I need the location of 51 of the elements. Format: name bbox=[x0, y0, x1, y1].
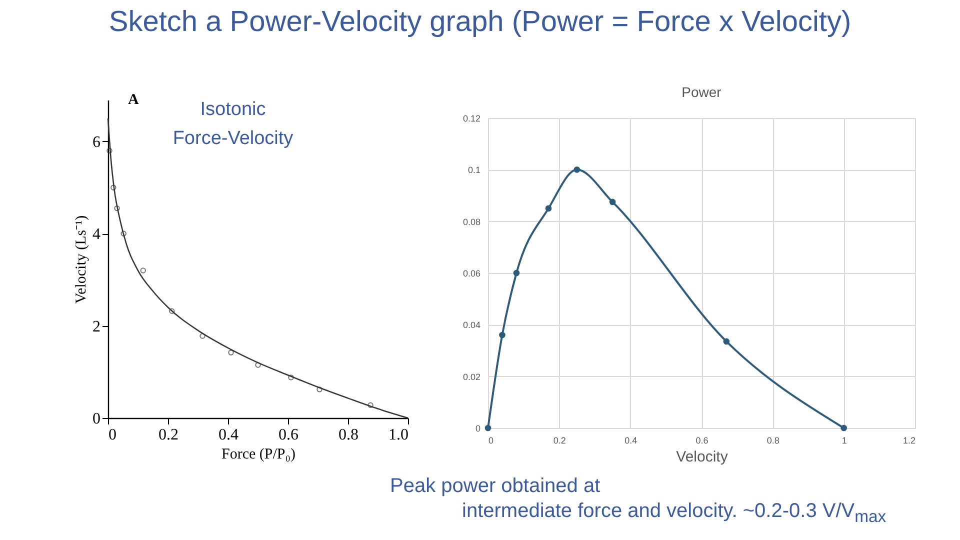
point bbox=[114, 205, 120, 212]
x-tick-label: 1 bbox=[842, 436, 847, 446]
x-tick-label: 0.2 bbox=[158, 426, 178, 444]
text: Peak power obtained at intermediate force and velocity. ~0.2-0.3 V/V$_{max}$ bbox=[390, 474, 886, 528]
y-tick-label: 0 bbox=[92, 410, 100, 428]
point bbox=[545, 205, 552, 212]
point bbox=[484, 424, 492, 432]
point bbox=[499, 332, 506, 338]
x-tick-label: 0.4 bbox=[624, 436, 638, 446]
x-tick-label: 0 bbox=[108, 426, 116, 444]
y-tick-label: 0.08 bbox=[462, 216, 480, 227]
annotation: Isotonic Force-Velocity bbox=[172, 99, 294, 149]
chart-title: Power bbox=[682, 84, 722, 100]
y-tick-label: 0.04 bbox=[462, 320, 480, 330]
point bbox=[513, 270, 520, 276]
point bbox=[609, 198, 616, 206]
point bbox=[120, 230, 126, 236]
point bbox=[368, 402, 374, 408]
annotation: A bbox=[128, 92, 139, 108]
x-tick-label: 0.2 bbox=[553, 436, 566, 446]
y-tick-label: 6 bbox=[92, 134, 100, 151]
x-axis-title: Velocity bbox=[676, 448, 728, 466]
x-tick-label: 0.6 bbox=[278, 426, 298, 444]
x-tick-label: 0 bbox=[488, 436, 494, 446]
point bbox=[140, 268, 146, 274]
point bbox=[723, 338, 730, 345]
point bbox=[288, 374, 294, 380]
x-tick-label: 0.6 bbox=[696, 436, 708, 446]
x-tick-label: 1.2 bbox=[902, 436, 916, 446]
y-tick-label: 4 bbox=[92, 226, 100, 244]
x-tick-label: 0.8 bbox=[766, 436, 780, 446]
x-tick-label: 1.0 bbox=[388, 426, 408, 444]
point bbox=[169, 308, 175, 314]
y-tick-label: 0.12 bbox=[462, 114, 480, 124]
y-tick-label: 2 bbox=[92, 318, 100, 336]
y-tick-label: 0.06 bbox=[462, 268, 480, 278]
y-axis-title: Velocity (Ls⁻¹) bbox=[74, 215, 90, 304]
point bbox=[200, 333, 206, 339]
x-axis-title: Force (P/P₀) bbox=[222, 446, 296, 462]
point bbox=[106, 148, 112, 154]
x-tick-label: 0.4 bbox=[218, 426, 238, 444]
point bbox=[255, 362, 261, 368]
point bbox=[840, 424, 847, 432]
point bbox=[228, 350, 234, 356]
text: Sketch a Power-Velocity graph (Power = Force x Velocity) bbox=[108, 6, 852, 39]
point bbox=[110, 184, 116, 190]
y-tick-label: 0.1 bbox=[468, 165, 480, 176]
point bbox=[574, 166, 580, 173]
y-tick-label: 0.02 bbox=[462, 372, 480, 382]
point bbox=[316, 386, 322, 392]
x-tick-label: 0.8 bbox=[338, 426, 358, 444]
